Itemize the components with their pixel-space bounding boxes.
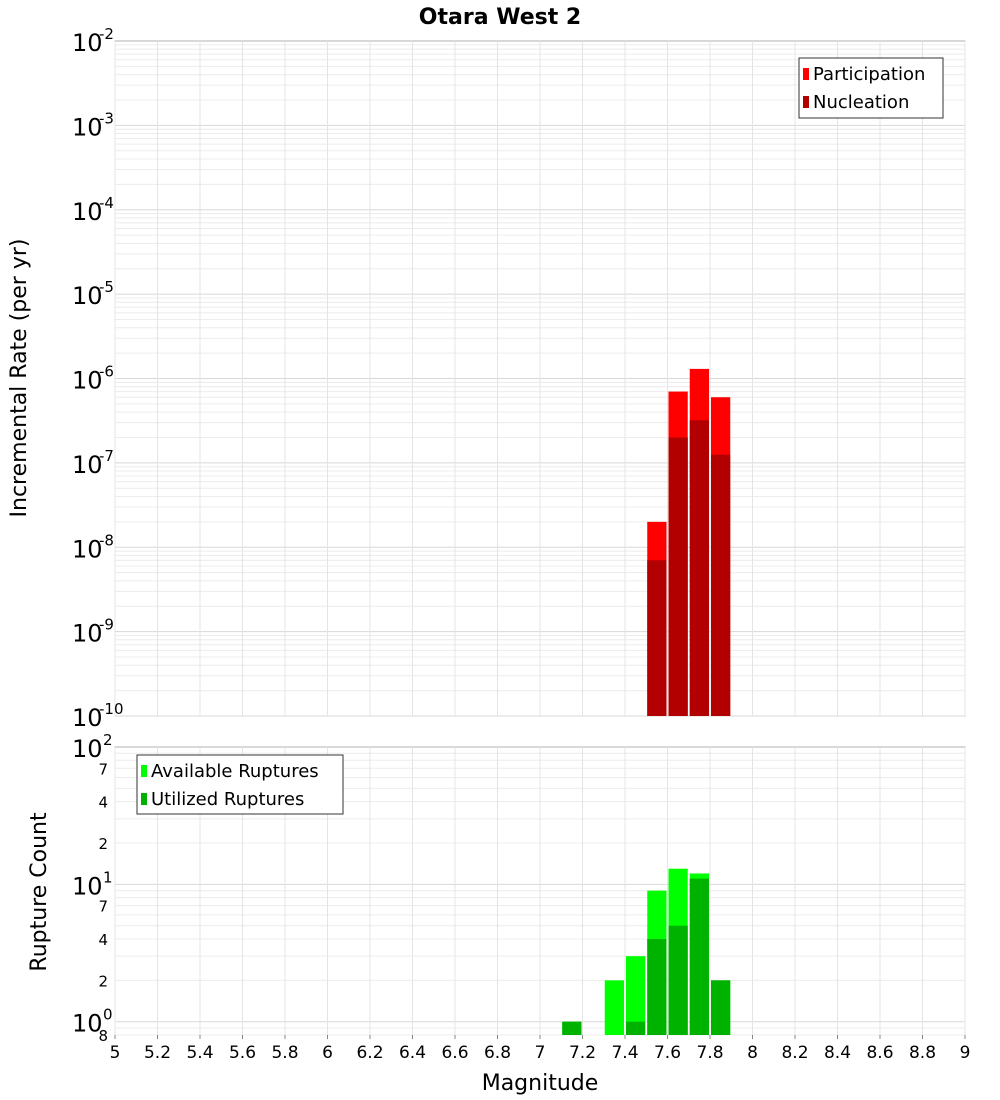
x-tick-label: 5.8 <box>271 1043 298 1063</box>
rate-y-tick-label: 10 <box>72 367 103 395</box>
utilized-ruptures-bar <box>647 939 667 1035</box>
available-ruptures-bar <box>626 956 646 1035</box>
nucleation-bar <box>711 454 731 716</box>
utilized-ruptures-bar <box>668 925 688 1035</box>
legend-participation-swatch <box>803 68 809 80</box>
x-axis-label: Magnitude <box>482 1071 599 1096</box>
x-tick-label: 8 <box>747 1043 758 1063</box>
rate-y-tick-exponent: -4 <box>99 194 114 212</box>
legend-nucleation-swatch <box>803 96 809 108</box>
x-tick-label: 6 <box>322 1043 333 1063</box>
rate-y-tick-exponent: -3 <box>99 109 114 127</box>
count-y-tick-label: 10 <box>72 1010 103 1038</box>
count-y-tick-exponent: 0 <box>103 1006 113 1024</box>
rate-y-axis-label: Incremental Rate (per yr) <box>7 239 32 518</box>
chart-title: Otara West 2 <box>419 5 581 30</box>
count-bars <box>562 868 731 1035</box>
x-tick-label: 7.8 <box>696 1043 723 1063</box>
x-tick-label: 5.4 <box>186 1043 213 1063</box>
x-axis-ticks: 5 5.2 5.4 5.6 5.8 6 6.2 6.4 6.6 6.8 7 7.2 7.4 7.6 7.8 8… <box>110 1035 971 1063</box>
legend-participation-label: Participation <box>813 64 925 85</box>
rate-y-tick-label: 10 <box>72 704 103 732</box>
x-tick-label: 5.6 <box>229 1043 256 1063</box>
count-y-minor-tick-label: 4 <box>98 931 108 949</box>
count-y-minor-tick-label: 2 <box>98 835 108 853</box>
x-tick-label: 7.6 <box>654 1043 681 1063</box>
rate-y-tick-exponent: -7 <box>99 447 114 465</box>
x-tick-label: 8.4 <box>824 1043 851 1063</box>
nucleation-bar <box>668 437 688 716</box>
x-tick-label: 6.6 <box>441 1043 468 1063</box>
rate-y-tick-label: 10 <box>72 535 103 563</box>
x-tick-label: 8.2 <box>781 1043 808 1063</box>
utilized-ruptures-bar <box>689 878 709 1035</box>
count-y-tick-label: 10 <box>72 872 103 900</box>
rate-y-tick-label: 10 <box>72 451 103 479</box>
count-y-tick-label: 10 <box>72 735 103 763</box>
available-ruptures-bar <box>604 980 624 1035</box>
rate-y-tick-label: 10 <box>72 620 103 648</box>
count-y-axis-label: Rupture Count <box>27 812 52 972</box>
rate-y-tick-exponent: -10 <box>99 700 124 718</box>
x-tick-label: 6.8 <box>484 1043 511 1063</box>
x-tick-label: 7.4 <box>611 1043 638 1063</box>
rate-y-tick-exponent: -2 <box>99 25 114 43</box>
rate-y-tick-exponent: -9 <box>99 616 114 634</box>
utilized-ruptures-bar <box>626 1021 646 1035</box>
rate-gridlines <box>114 41 966 717</box>
utilized-ruptures-bar <box>711 980 731 1035</box>
count-y-minor-tick-label: 2 <box>98 972 108 990</box>
x-tick-label: 8.6 <box>866 1043 893 1063</box>
rate-y-tick-exponent: -5 <box>99 278 114 296</box>
x-tick-label: 6.2 <box>356 1043 383 1063</box>
x-tick-label: 8.8 <box>909 1043 936 1063</box>
x-tick-label: 7.2 <box>569 1043 596 1063</box>
count-legend: Available Ruptures Utilized Ruptures <box>136 754 344 815</box>
rate-legend: Participation Nucleation <box>798 57 944 119</box>
rate-bars <box>647 368 731 716</box>
rate-y-tick-label: 10 <box>72 113 103 141</box>
rate-y-tick-label: 10 <box>72 29 103 57</box>
rate-y-tick-exponent: -8 <box>99 531 114 549</box>
count-y-minor-tick-label: 7 <box>98 760 108 778</box>
nucleation-bar <box>689 420 709 716</box>
count-y-minor-tick-label: 7 <box>98 898 108 916</box>
x-tick-label: 5.2 <box>144 1043 171 1063</box>
count-y-tick-exponent: 1 <box>103 868 113 886</box>
utilized-ruptures-bar <box>562 1021 582 1035</box>
legend-utilized-swatch <box>141 793 147 805</box>
legend-nucleation-label: Nucleation <box>813 92 909 113</box>
count-y-minor-tick-label: 8 <box>98 1027 108 1045</box>
nucleation-bar <box>647 560 667 716</box>
legend-utilized-label: Utilized Ruptures <box>151 789 304 810</box>
rate-y-tick-label: 10 <box>72 198 103 226</box>
legend-available-swatch <box>141 765 147 777</box>
rate-y-tick-exponent: -6 <box>99 363 114 381</box>
x-tick-label: 6.4 <box>399 1043 426 1063</box>
count-y-tick-exponent: 2 <box>103 731 113 749</box>
legend-available-label: Available Ruptures <box>151 761 319 782</box>
count-y-minor-tick-label: 4 <box>98 794 108 812</box>
x-tick-label: 7 <box>535 1043 546 1063</box>
rate-y-tick-label: 10 <box>72 282 103 310</box>
x-tick-label: 9 <box>960 1043 971 1063</box>
x-tick-label: 5 <box>110 1043 121 1063</box>
